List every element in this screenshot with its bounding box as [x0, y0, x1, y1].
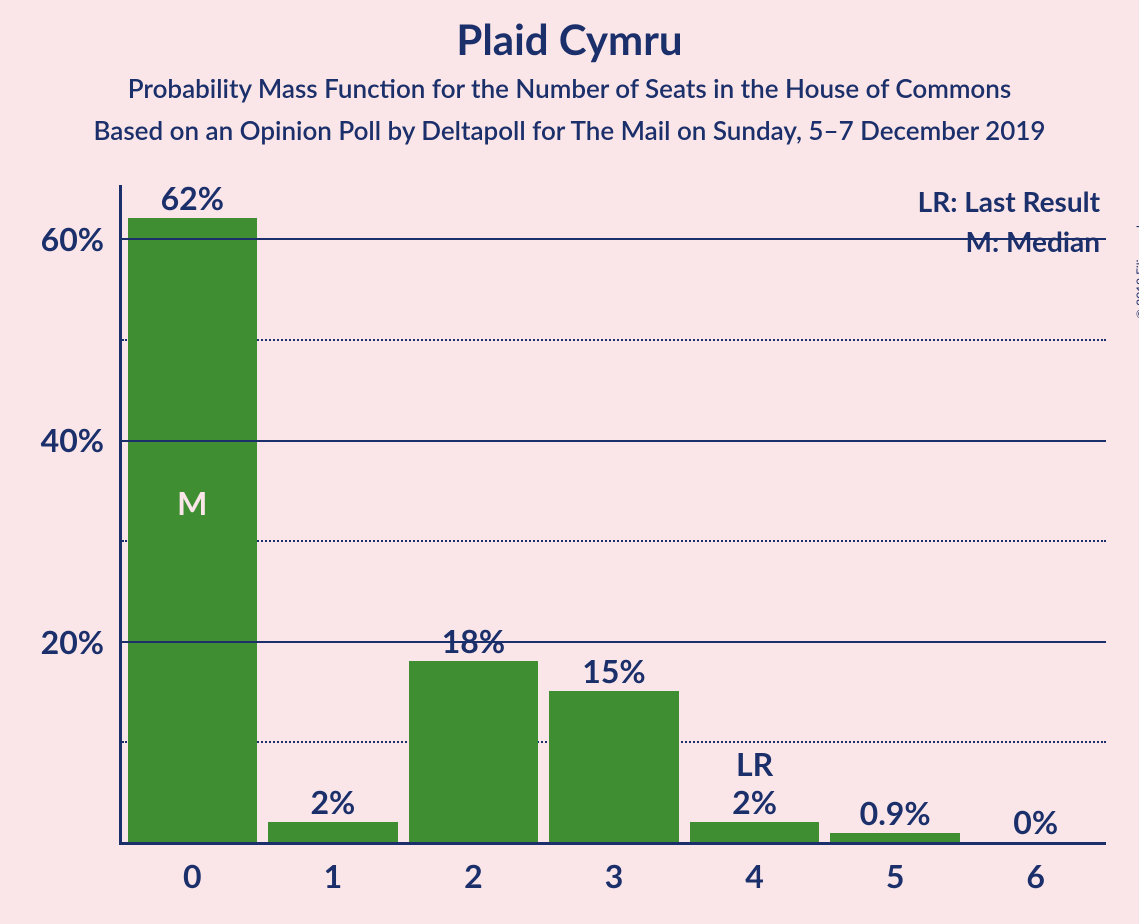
y-tick-label: 60% — [0, 219, 104, 258]
bar-value-label: 0% — [971, 802, 1100, 841]
x-tick-label: 0 — [122, 856, 263, 895]
x-axis-line — [119, 842, 1106, 845]
x-tick-label: 5 — [825, 856, 966, 895]
x-tick-label: 2 — [403, 856, 544, 895]
plot-area — [122, 188, 1106, 842]
y-axis-line — [119, 185, 122, 842]
chart-subtitle-1: Probability Mass Function for the Number… — [0, 72, 1139, 104]
x-tick-label: 1 — [263, 856, 404, 895]
bar-value-label: 0.9% — [830, 793, 959, 832]
y-tick-label: 40% — [0, 420, 104, 459]
gridline-major — [122, 440, 1106, 442]
legend-last-result: LR: Last Result — [122, 184, 1100, 218]
x-tick-label: 4 — [684, 856, 825, 895]
x-tick-label: 6 — [965, 856, 1106, 895]
median-marker: M — [128, 483, 257, 522]
y-tick-label: 20% — [0, 622, 104, 661]
chart-title: Plaid Cymru — [0, 14, 1139, 64]
bar — [830, 833, 959, 842]
x-tick-label: 3 — [544, 856, 685, 895]
bar — [549, 691, 678, 842]
legend-median: M: Median — [122, 224, 1100, 258]
last-result-marker: LR — [690, 744, 819, 783]
gridline-minor — [122, 339, 1106, 341]
copyright-text: © 2019 Filip van Laenen — [1133, 190, 1139, 380]
bar — [128, 218, 257, 842]
bar — [268, 822, 397, 842]
chart-subtitle-2: Based on an Opinion Poll by Deltapoll fo… — [0, 114, 1139, 146]
bar-value-label: 18% — [409, 621, 538, 660]
gridline-major — [122, 641, 1106, 643]
bar — [409, 661, 538, 842]
bar-value-label: 15% — [549, 651, 678, 690]
bar-value-label: 2% — [268, 782, 397, 821]
gridline-minor — [122, 540, 1106, 542]
chart-container: Plaid Cymru Probability Mass Function for… — [0, 0, 1139, 924]
bar — [690, 822, 819, 842]
bar-value-label: 2% — [690, 782, 819, 821]
